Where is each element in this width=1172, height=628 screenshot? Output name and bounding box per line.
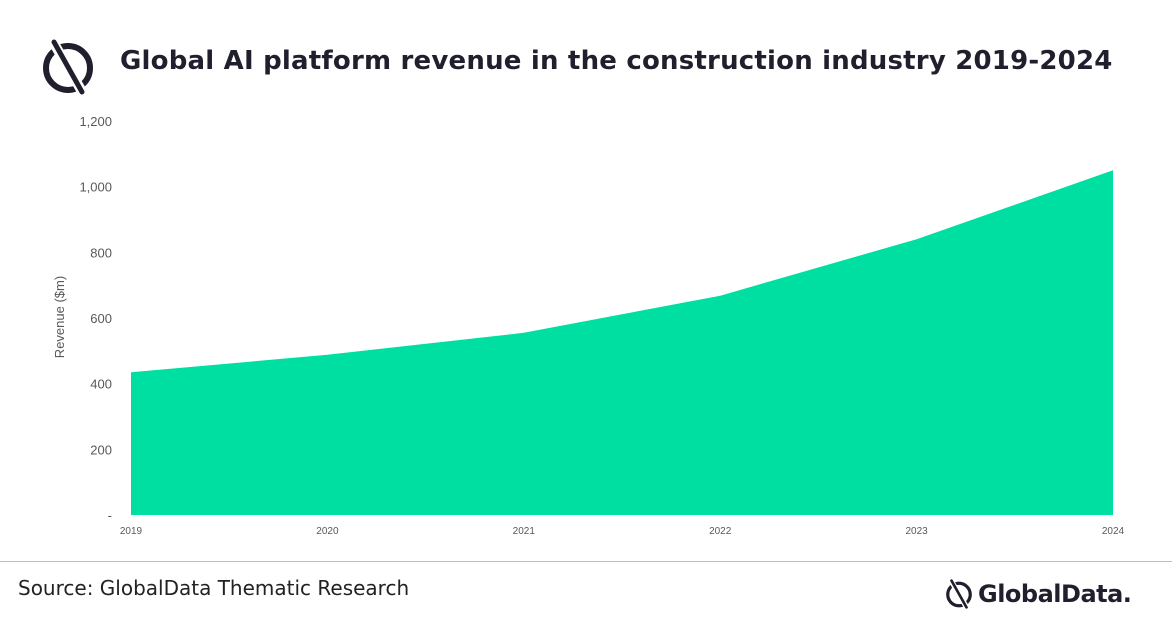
x-tick-label: 2019 <box>120 526 143 537</box>
y-axis: - 200 400 600 800 1,000 1,200 <box>79 114 112 523</box>
brand-logo: GlobalData. <box>944 576 1132 612</box>
y-tick-label: 1,000 <box>79 180 112 195</box>
y-tick-label: 400 <box>90 377 112 392</box>
y-tick-label: 200 <box>90 442 112 457</box>
x-axis: 2019 2020 2021 2022 2023 2024 <box>120 526 1125 537</box>
source-note: Source: GlobalData Thematic Research <box>18 576 410 600</box>
x-tick-label: 2021 <box>513 526 536 537</box>
globaldata-mark-icon <box>43 37 93 97</box>
x-tick-label: 2020 <box>316 526 339 537</box>
y-tick-label: 800 <box>90 245 112 260</box>
revenue-area <box>131 170 1113 516</box>
globaldata-mark-icon <box>946 578 972 611</box>
y-tick-label: 1,200 <box>79 114 112 129</box>
y-axis-label: Revenue ($m) <box>52 276 67 358</box>
chart-title: Global AI platform revenue in the constr… <box>120 46 1113 76</box>
x-tick-label: 2024 <box>1102 526 1125 537</box>
footer-divider <box>0 561 1172 562</box>
y-tick-label: 600 <box>90 311 112 326</box>
brand-name: GlobalData. <box>978 580 1132 608</box>
x-tick-label: 2022 <box>709 526 732 537</box>
x-tick-label: 2023 <box>905 526 928 537</box>
y-tick-label: - <box>108 508 112 523</box>
